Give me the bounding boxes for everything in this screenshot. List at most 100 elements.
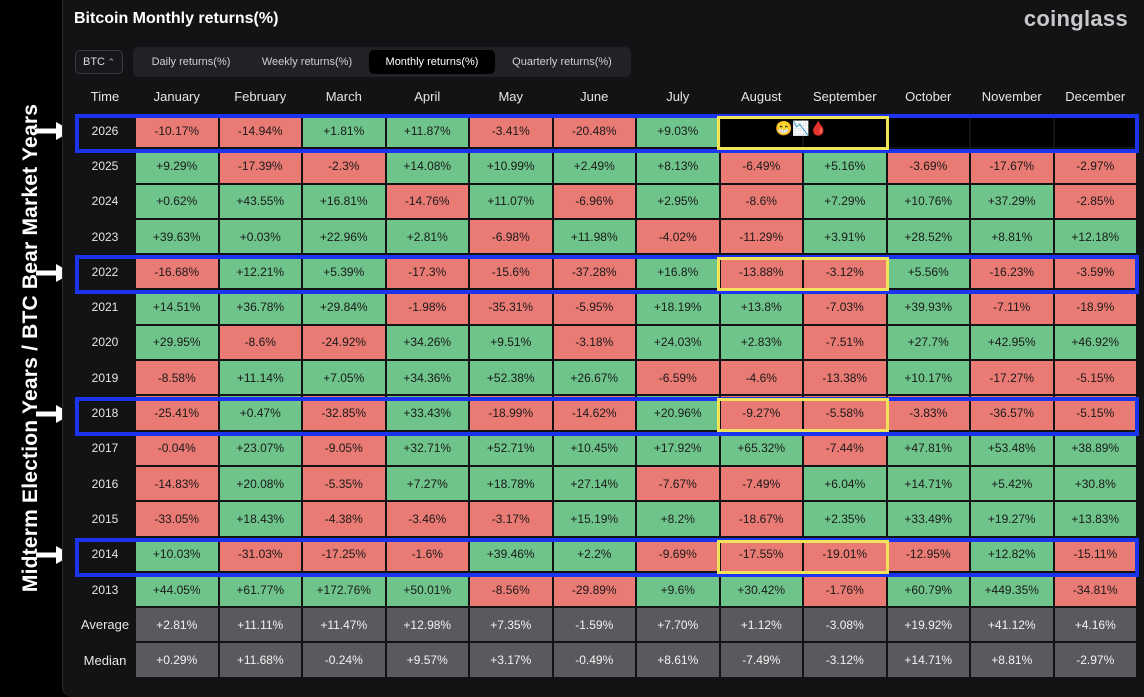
return-cell: -35.31% (470, 290, 552, 324)
return-cell: +22.96% (303, 219, 385, 254)
stats-cell: +14.71% (887, 643, 969, 677)
return-cell: -17.25% (303, 537, 385, 571)
return-cell: +2.95% (637, 184, 719, 218)
return-cell: +10.45% (553, 431, 635, 465)
return-cell: +20.08% (219, 466, 301, 501)
return-cell: -3.46% (386, 502, 468, 536)
return-cell (1054, 114, 1136, 148)
return-cell: +30.42% (720, 572, 802, 607)
return-cell: +7.05% (303, 361, 385, 395)
return-cell: +38.89% (1054, 431, 1136, 465)
return-cell: -25.41% (136, 396, 218, 430)
coinglass-logo: coinglass (1023, 6, 1128, 31)
year-cell: 2014 (76, 537, 134, 571)
table-row: 2024 +0.62% +43.55% +16.81% -14.76% +11.07% -6… (76, 184, 1136, 218)
return-cell: -1.76% (804, 572, 886, 607)
stats-row: Median +0.29% +11.68% -0.24% +9.57% +3.17% -0.… (76, 643, 1136, 677)
return-cell: +7.27% (386, 466, 468, 501)
return-cell: -18.67% (720, 502, 802, 536)
annotation-emojis: 😁📉🩸 (775, 120, 828, 136)
return-cell: -4.38% (303, 502, 385, 536)
return-cell: -5.15% (1054, 361, 1136, 395)
return-cell: +8.13% (637, 149, 719, 183)
return-cell: +44.05% (136, 572, 218, 607)
return-cell: +42.95% (971, 325, 1053, 360)
return-cell: +2.2% (553, 537, 635, 571)
tab-weekly-returns[interactable]: Weekly returns(%) (261, 56, 353, 68)
arrow-right-icon (36, 122, 62, 140)
return-cell: +9.51% (470, 325, 552, 360)
return-cell: -13.38% (804, 361, 886, 395)
tab-quarterly-returns[interactable]: Quarterly returns(%) (512, 56, 612, 68)
table-row: 2015 -33.05% +18.43% -4.38% -3.46% -3.17% +15.… (76, 502, 1136, 536)
column-header-september: September (812, 88, 877, 104)
stats-cell: -0.49% (553, 643, 635, 677)
return-cell: -36.57% (971, 396, 1053, 430)
return-cell: -24.92% (303, 325, 385, 360)
tab-monthly-returns[interactable]: Monthly returns(%) (369, 50, 495, 74)
tab-daily-returns[interactable]: Daily returns(%) (151, 56, 231, 68)
return-cell: -0.04% (136, 431, 218, 465)
return-cell: +52.38% (470, 361, 552, 395)
page-title: Bitcoin Monthly returns(%) (74, 10, 279, 27)
year-cell: 2021 (76, 290, 134, 324)
arrow-right-icon (36, 264, 62, 282)
return-cell: -3.69% (887, 149, 969, 183)
column-header-february: February (234, 88, 287, 104)
table-row: 2019 -8.58% +11.14% +7.05% +34.36% +52.38% +26… (76, 361, 1136, 395)
return-cell: +39.93% (887, 290, 969, 324)
year-cell: 2022 (76, 255, 134, 289)
return-cell: -7.67% (637, 466, 719, 501)
stats-cell: +0.29% (136, 643, 218, 677)
return-cell (887, 114, 969, 148)
return-cell: +28.52% (887, 219, 969, 254)
return-cell: -32.85% (303, 396, 385, 430)
column-header-december: December (1065, 88, 1126, 104)
stats-cell: -3.08% (804, 608, 886, 642)
return-cell: +8.2% (637, 502, 719, 536)
coin-select[interactable]: BTC ⌃ (75, 50, 123, 74)
return-cell: +37.29% (971, 184, 1053, 218)
return-cell: -9.05% (303, 431, 385, 465)
return-cell: +43.55% (219, 184, 301, 218)
stats-cell: +1.12% (720, 608, 802, 642)
return-cell: -10.17% (136, 114, 218, 148)
stats-label: Average (76, 608, 134, 642)
return-cell: +16.81% (303, 184, 385, 218)
return-cell: +11.14% (219, 361, 301, 395)
return-cell: +53.48% (971, 431, 1053, 465)
return-cell: +2.49% (553, 149, 635, 183)
return-cell: -17.39% (219, 149, 301, 183)
return-cell: -20.48% (553, 114, 635, 148)
return-cell: -7.03% (804, 290, 886, 324)
return-cell: +449.35% (971, 572, 1053, 607)
return-cell: +5.16% (804, 149, 886, 183)
return-cell: -6.49% (720, 149, 802, 183)
return-cell: +18.43% (219, 502, 301, 536)
return-cell: +172.76% (303, 572, 385, 607)
table-row: 2016 -14.83% +20.08% -5.35% +7.27% +18.78% +27… (76, 466, 1136, 501)
coin-select-value: BTC (83, 56, 105, 68)
return-cell: +2.81% (386, 219, 468, 254)
return-cell: +0.03% (219, 219, 301, 254)
return-cell: +0.47% (219, 396, 301, 430)
return-cell: -17.3% (386, 255, 468, 289)
return-cell: -18.99% (470, 396, 552, 430)
return-cell: -3.18% (553, 325, 635, 360)
return-cell: -14.62% (553, 396, 635, 430)
return-cell: -7.44% (804, 431, 886, 465)
return-cell: -18.9% (1054, 290, 1136, 324)
table-row: 2022 -16.68% +12.21% +5.39% -17.3% -15.6% -37.… (76, 255, 1136, 289)
chevron-updown-icon: ⌃ (107, 57, 115, 67)
stats-cell: +19.92% (887, 608, 969, 642)
return-cell: +18.78% (470, 466, 552, 501)
return-cell: -11.29% (720, 219, 802, 254)
stats-label: Median (76, 643, 134, 677)
year-cell: 2025 (76, 149, 134, 183)
year-cell: 2015 (76, 502, 134, 536)
return-cell: +2.35% (804, 502, 886, 536)
return-cell: +1.81% (303, 114, 385, 148)
column-header-july: July (666, 88, 690, 104)
return-cell (720, 114, 802, 148)
return-cell: +46.92% (1054, 325, 1136, 360)
